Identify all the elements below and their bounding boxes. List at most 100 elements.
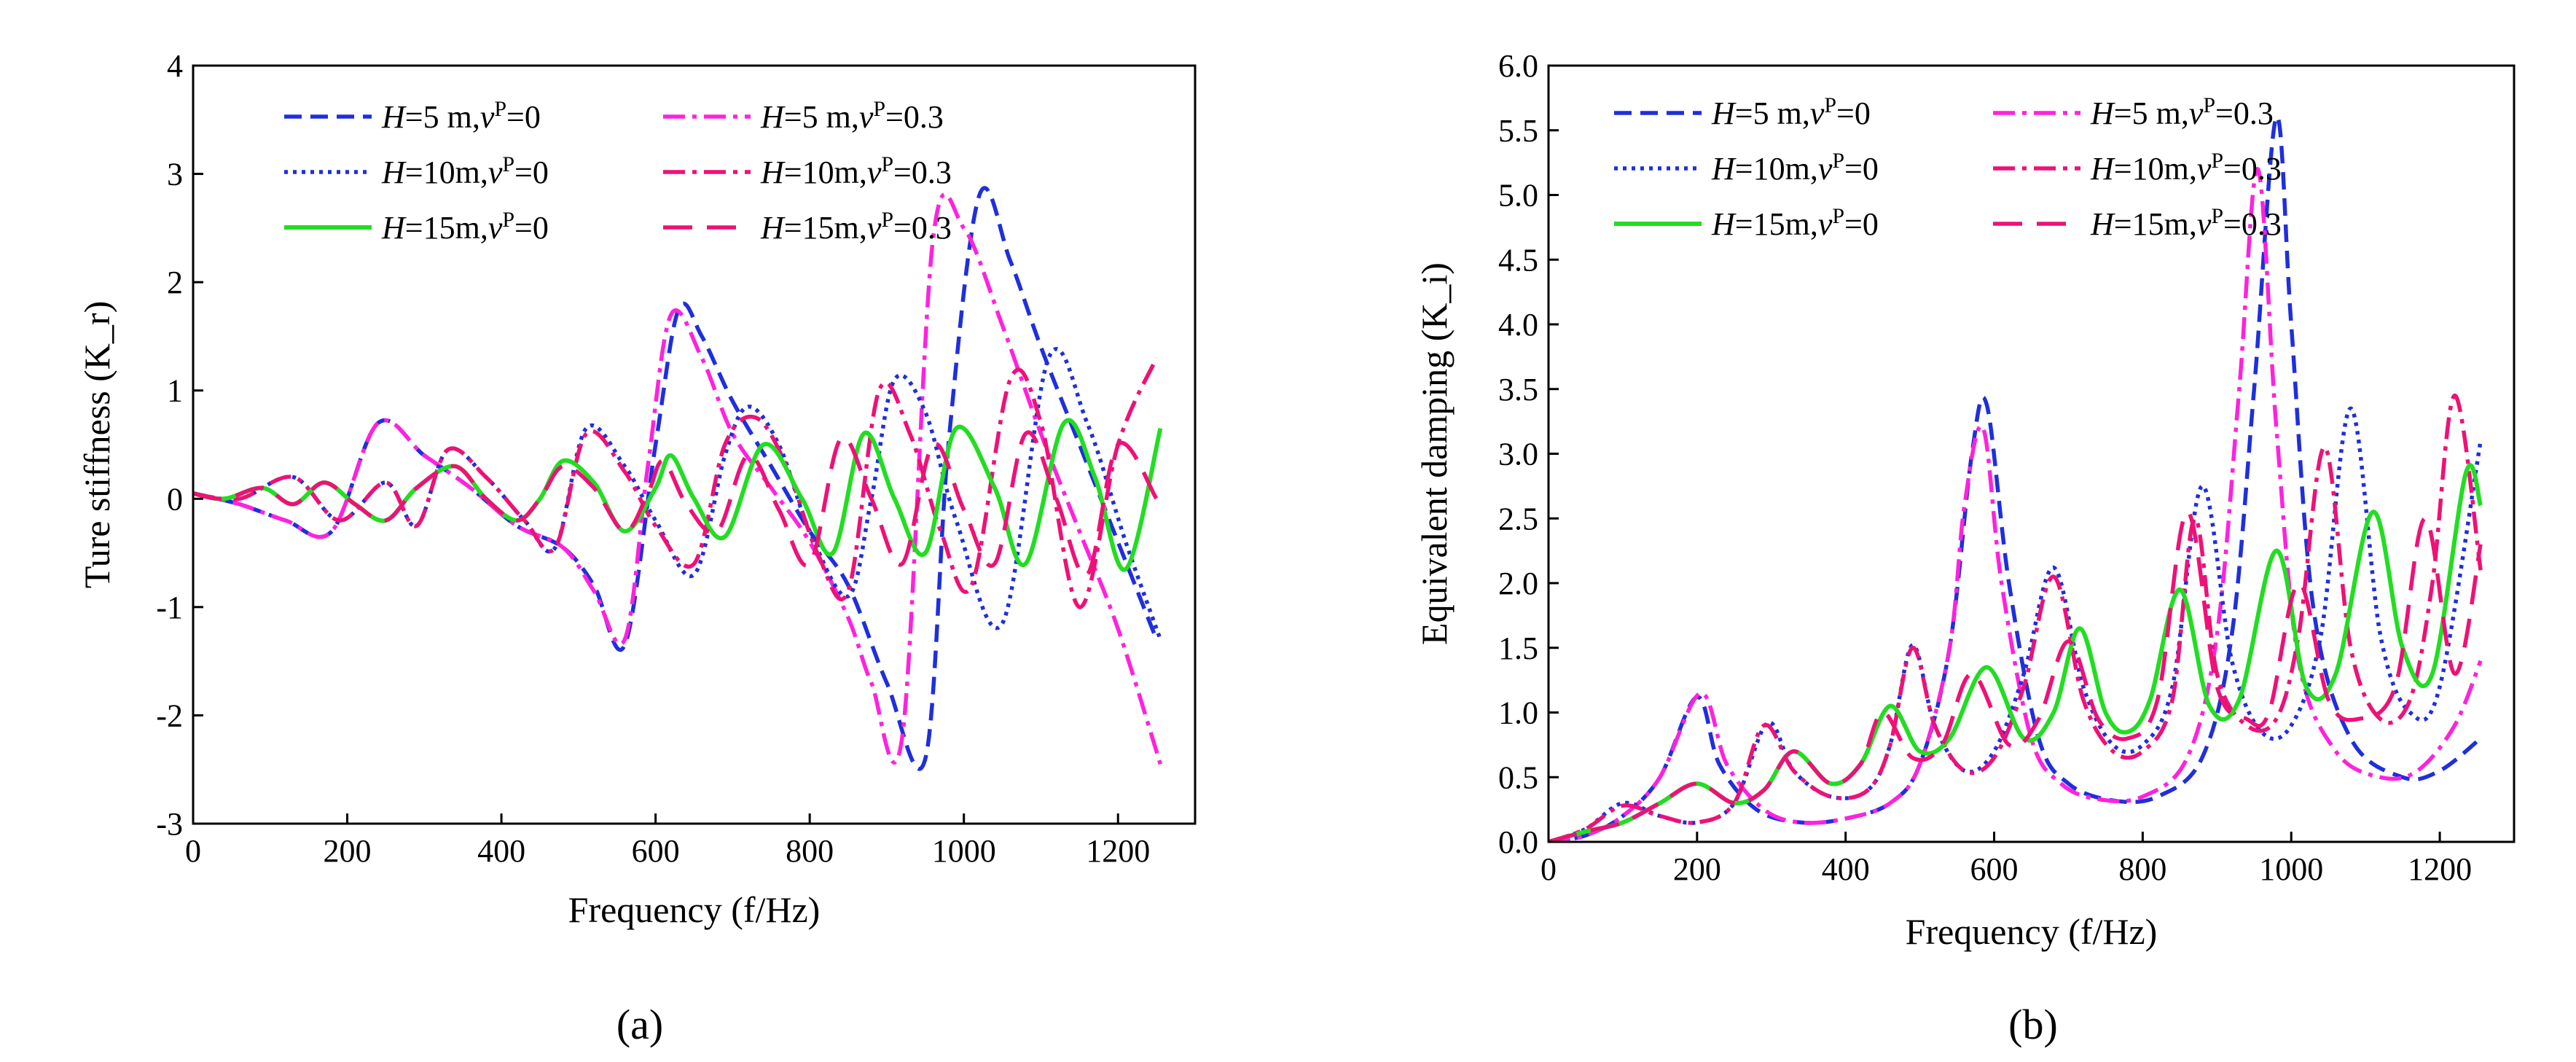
legend-label-value: =5 m, bbox=[405, 99, 480, 135]
plot-frame bbox=[192, 64, 1197, 825]
legend-label-sup: P bbox=[873, 97, 885, 121]
legend-label-value: =15m, bbox=[1735, 206, 1818, 242]
legend-label-value: =5 m, bbox=[1735, 95, 1810, 131]
legend-label-v: v bbox=[867, 155, 882, 190]
legend-label-eq: =0.3 bbox=[2215, 95, 2274, 131]
y-tick-label: 6.0 bbox=[1498, 48, 1538, 84]
series-line-3 bbox=[193, 347, 1162, 641]
x-tick-label: 600 bbox=[1970, 851, 2019, 887]
legend-label-eq: =0 bbox=[1844, 206, 1879, 242]
y-tick-label: -3 bbox=[156, 806, 183, 842]
legend-label: H=15m,vP=0.3 bbox=[2090, 204, 2282, 243]
x-tick-label: 400 bbox=[1822, 851, 1870, 887]
legend-label-value: =10m, bbox=[1735, 151, 1818, 187]
x-tick-label: 1000 bbox=[2259, 851, 2323, 887]
legend-label-sup: P bbox=[881, 208, 893, 232]
legend-label: H=10m,vP=0.3 bbox=[2090, 149, 2282, 187]
legend-label-eq: =0 bbox=[514, 155, 549, 190]
y-tick-label: 2.5 bbox=[1498, 501, 1538, 536]
y-tick-label: 4.5 bbox=[1498, 242, 1538, 278]
series-line-2 bbox=[1549, 167, 2483, 842]
series-line-2 bbox=[193, 192, 1163, 765]
x-tick-label: 800 bbox=[786, 833, 834, 869]
legend-label-sup: P bbox=[1832, 149, 1844, 173]
y-axis-title: Ture stiffness (K_r) bbox=[77, 301, 117, 588]
panel-label: (b) bbox=[2008, 1001, 2058, 1048]
legend-label-value: =10m, bbox=[405, 155, 488, 190]
legend-label-v: v bbox=[488, 210, 503, 246]
legend-label-v: v bbox=[2189, 95, 2204, 131]
legend-label: H=10m,vP=0.3 bbox=[760, 152, 952, 191]
legend-label-eq: =0.3 bbox=[893, 155, 952, 190]
legend-label-h: H bbox=[1711, 206, 1737, 242]
legend: H=5 m,vP=0 H=5 m,vP=0.3H=10m,vP=0 H=10m,vP… bbox=[284, 97, 952, 246]
legend-label-sup: P bbox=[502, 152, 514, 176]
legend-label-value: =10m, bbox=[784, 155, 867, 190]
x-tick-label: 1200 bbox=[1086, 833, 1150, 869]
legend-label-v: v bbox=[1810, 95, 1825, 131]
series-group bbox=[1549, 114, 2483, 842]
legend-label-v: v bbox=[480, 99, 495, 135]
series-line-5 bbox=[193, 418, 1163, 572]
series-line-1 bbox=[193, 186, 1159, 771]
panel-b-damping-chart: 0 200 400 600 800 1000 1200 0.0 0.5 1.0 1.5 2.0 2.5 3… bbox=[1414, 48, 2516, 1048]
y-tick-label: 4.0 bbox=[1498, 307, 1538, 343]
y-axis-title: Equivalent damping (K_i) bbox=[1414, 262, 1455, 645]
y-tick-label: 5.0 bbox=[1498, 178, 1538, 214]
x-tick-label: 200 bbox=[324, 833, 372, 869]
y-tick-label: 0.0 bbox=[1498, 824, 1538, 860]
y-tick-label: 2.0 bbox=[1498, 566, 1538, 601]
legend-label-v: v bbox=[1818, 151, 1833, 187]
y-tick-label: 4 bbox=[167, 48, 183, 84]
legend-label-v: v bbox=[1818, 206, 1833, 242]
series-line-6 bbox=[193, 430, 1159, 578]
y-tick-label: 0 bbox=[167, 481, 183, 517]
legend-label-v: v bbox=[859, 99, 874, 135]
legend-label-value: =5 m, bbox=[2114, 95, 2189, 131]
legend-label-sup: P bbox=[494, 97, 506, 121]
legend-label-h: H bbox=[1711, 151, 1737, 187]
legend-label-eq: =0 bbox=[1844, 151, 1879, 187]
panel-a-stiffness-chart: 0 200 400 600 800 1000 1200 -3 -2 -1 0 1 2 3 4 Frequenc… bbox=[77, 48, 1197, 1048]
series-line-6 bbox=[1549, 509, 2483, 842]
legend-label: H=10m,vP=0 bbox=[1711, 149, 1879, 187]
legend-label-value: =15m, bbox=[784, 210, 867, 246]
x-tick-label: 800 bbox=[2118, 851, 2166, 887]
legend-label: H=5 m,vP=0.3 bbox=[2090, 93, 2274, 132]
legend-label-sup: P bbox=[2203, 93, 2215, 117]
legend: H=5 m,vP=0 H=5 m,vP=0.3H=10m,vP=0 H=10m,vP… bbox=[1614, 93, 2282, 243]
y-tick-label: 5.5 bbox=[1498, 113, 1538, 149]
series-line-4 bbox=[1549, 393, 2483, 842]
panel-label: (a) bbox=[616, 1001, 663, 1048]
x-axis-title: Frequency (f/Hz) bbox=[568, 889, 821, 930]
y-tick-label: 3 bbox=[167, 157, 183, 192]
x-tick-label: 600 bbox=[632, 833, 680, 869]
legend-label: H=5 m,vP=0.3 bbox=[760, 97, 944, 136]
legend-label-h: H bbox=[2090, 151, 2115, 187]
legend-label: H=15m,vP=0.3 bbox=[760, 208, 952, 246]
legend-label: H=10m,vP=0 bbox=[381, 152, 549, 191]
plot-frame bbox=[1547, 64, 2516, 843]
legend-label-eq: =0 bbox=[506, 99, 541, 135]
legend-label-v: v bbox=[2197, 206, 2212, 242]
legend-label-eq: =0.3 bbox=[2223, 151, 2282, 187]
legend-label-v: v bbox=[867, 210, 882, 246]
legend-label-sup: P bbox=[2211, 149, 2223, 173]
y-tick-label: 1.0 bbox=[1498, 695, 1538, 731]
series-line-5 bbox=[1549, 463, 2483, 842]
y-tick-label: -2 bbox=[156, 698, 183, 733]
legend-label-v: v bbox=[488, 155, 503, 190]
legend-label-eq: =0 bbox=[514, 210, 549, 246]
x-tick-label: 0 bbox=[1540, 851, 1557, 887]
legend-label-h: H bbox=[1711, 95, 1737, 131]
y-tick-label: 0.5 bbox=[1498, 760, 1538, 795]
legend-label-h: H bbox=[760, 155, 786, 190]
legend-label-value: =15m, bbox=[405, 210, 488, 246]
series-line-4 bbox=[193, 356, 1159, 609]
y-tick-label: 3.0 bbox=[1498, 437, 1538, 472]
legend-label-h: H bbox=[2090, 206, 2115, 242]
legend-label-h: H bbox=[760, 210, 786, 246]
legend-label: H=5 m,vP=0 bbox=[1711, 93, 1871, 132]
legend-label-h: H bbox=[381, 155, 407, 190]
